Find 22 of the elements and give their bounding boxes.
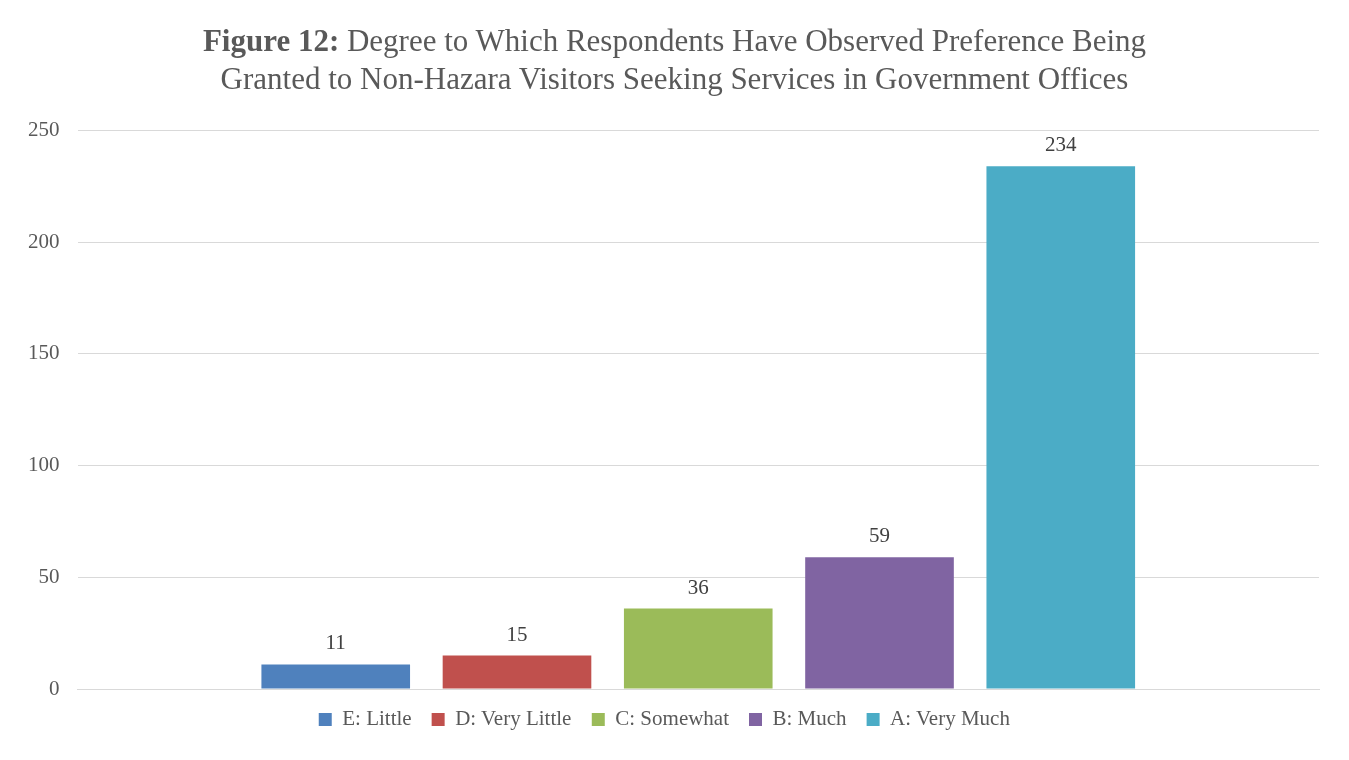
- y-tick-label: 150: [28, 340, 60, 365]
- data-label: 11: [325, 630, 346, 655]
- chart-title: Figure 12: Degree to Which Respondents Have Observed Preference Being Granted to Non-Hazara Visitors Seeking Services in Government Offices: [202, 23, 1147, 96]
- y-tick-label: 50: [38, 563, 60, 588]
- legend-label: A: Very Much: [890, 706, 1011, 731]
- bar: [623, 608, 773, 689]
- data-label: 59: [869, 523, 891, 548]
- legend-label: B: Much: [772, 706, 848, 731]
- bar: [986, 166, 1136, 689]
- legend-label: C: Somewhat: [615, 706, 730, 731]
- bar: [442, 655, 592, 689]
- legend-label: D: Very Little: [455, 706, 572, 731]
- y-tick-label: 100: [28, 452, 60, 477]
- bar: [261, 664, 411, 689]
- y-tick-label: 0: [49, 675, 60, 700]
- data-label: 234: [1045, 132, 1078, 157]
- data-label: 36: [687, 574, 709, 599]
- legend-label: E: Little: [342, 706, 412, 731]
- y-tick-label: 250: [28, 117, 60, 142]
- y-tick-label: 200: [28, 228, 60, 253]
- bar: [805, 557, 954, 689]
- data-label: 15: [506, 621, 528, 646]
